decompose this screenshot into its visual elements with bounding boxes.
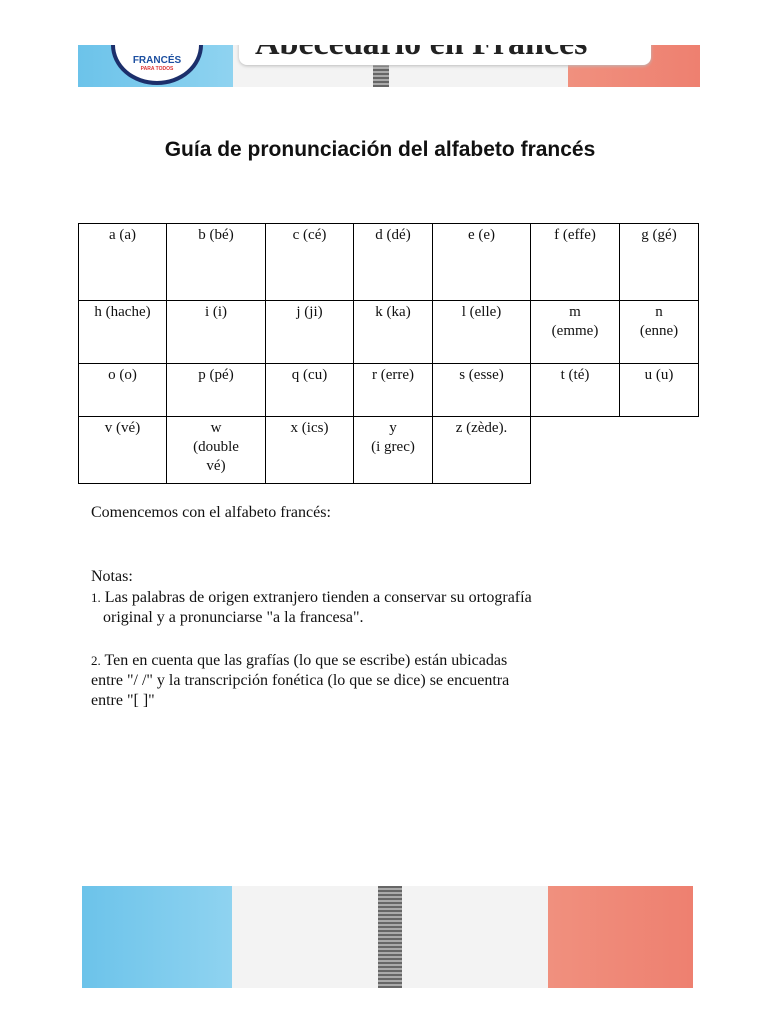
table-row: v (vé) w (double vé) x (ics) y (i grec) z (z… (78, 416, 699, 484)
table-cell: v (vé) (78, 416, 167, 484)
table-cell: a (a) (78, 223, 167, 301)
table-cell: c (cé) (265, 223, 354, 301)
note-text: Ten en cuenta que las grafías (lo que se… (91, 652, 510, 709)
empty-cell (531, 417, 620, 484)
table-cell: s (esse) (432, 363, 531, 417)
table-cell: l (elle) (432, 300, 531, 364)
table-cell: b (bé) (166, 223, 266, 301)
table-cell: n (enne) (619, 300, 699, 364)
logo: FRANCÉS PARA TODOS (111, 45, 203, 85)
flag-blue: FRANCÉS PARA TODOS (78, 45, 233, 87)
header-title: Abecedario en Francés (255, 45, 587, 63)
header-title-box: Abecedario en Francés (239, 45, 651, 65)
table-cell: k (ka) (353, 300, 433, 364)
flag-blue (82, 886, 232, 988)
notes-label: Notas: (91, 568, 133, 585)
tower (373, 65, 389, 87)
flag-white: Abecedario en Francés (233, 45, 651, 87)
table-cell: h (hache) (78, 300, 167, 364)
note: 1. Las palabras de origen extranjero tie… (91, 588, 532, 628)
tower (378, 886, 402, 988)
table-row: a (a) b (bé) c (cé) d (dé) e (e) f (effe) g (g… (78, 223, 699, 301)
table-cell: i (i) (166, 300, 266, 364)
table-cell: q (cu) (265, 363, 354, 417)
table-cell: w (double vé) (166, 416, 266, 484)
table-cell: e (e) (432, 223, 531, 301)
header-banner: FRANCÉS PARA TODOS Abecedario en Francés (78, 45, 700, 87)
table-cell: u (u) (619, 363, 699, 417)
table-cell: m (emme) (530, 300, 620, 364)
footer-banner (82, 886, 693, 988)
table-cell: p (pé) (166, 363, 266, 417)
flag-white (232, 886, 548, 988)
table-row: o (o) p (pé) q (cu) r (erre) s (esse) t (té) u… (78, 363, 699, 417)
logo-subtext: PARA TODOS (140, 66, 174, 72)
table-row: h (hache) i (i) j (ji) k (ka) l (elle) m (emm… (78, 300, 699, 364)
alphabet-table: a (a) b (bé) c (cé) d (dé) e (e) f (effe) g (g… (78, 223, 699, 484)
table-cell: j (ji) (265, 300, 354, 364)
intro: Comencemos con el alfabeto francés: (91, 504, 331, 521)
table-cell: d (dé) (353, 223, 433, 301)
title: Guía de pronunciación del alfabeto franc… (164, 138, 596, 161)
table-cell: g (gé) (619, 223, 699, 301)
empty-cell (620, 417, 699, 484)
note-text: Las palabras de origen extranjero tiende… (103, 589, 532, 626)
table-cell: o (o) (78, 363, 167, 417)
note-number: 1. (91, 590, 101, 605)
table-cell: y (i grec) (353, 416, 433, 484)
note: 2. Ten en cuenta que las grafías (lo que… (91, 651, 509, 711)
table-cell: f (effe) (530, 223, 620, 301)
table-cell: z (zède). (432, 416, 531, 484)
flag-red (548, 886, 693, 988)
note-number: 2. (91, 653, 101, 668)
table-cell: r (erre) (353, 363, 433, 417)
logo-text: FRANCÉS (132, 55, 182, 66)
table-cell: x (ics) (265, 416, 354, 484)
table-cell: t (té) (530, 363, 620, 417)
